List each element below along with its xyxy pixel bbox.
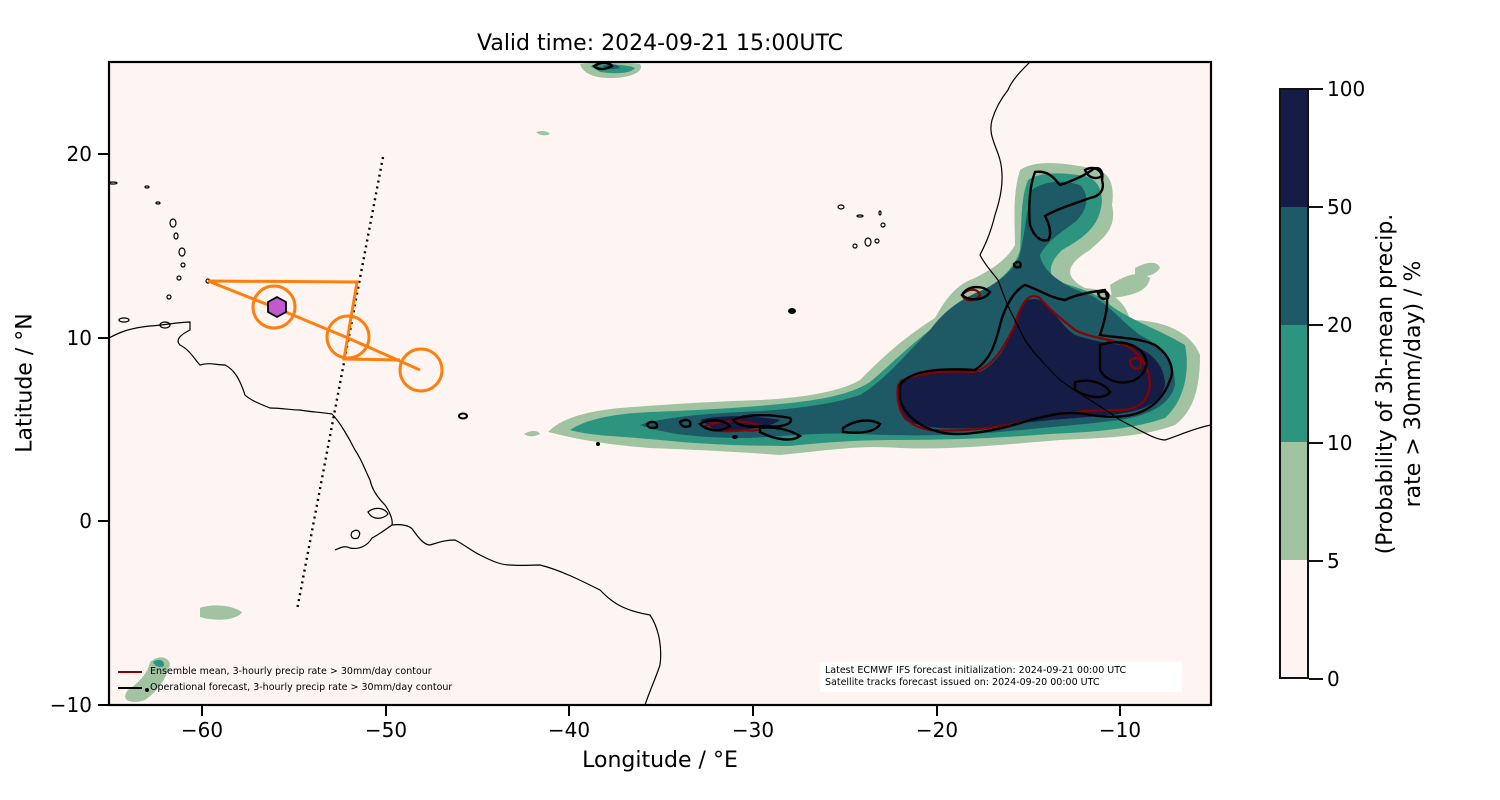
x-tick-label: −30 [731, 718, 775, 742]
plot-title: Valid time: 2024-09-21 15:00UTC [477, 31, 843, 56]
colorbar-tick [1309, 678, 1323, 680]
x-tick-label: −10 [1098, 718, 1142, 742]
legend-line-red-icon [118, 670, 142, 674]
colorbar [1279, 88, 1309, 679]
axes-frame [107, 60, 1213, 707]
x-tick-label: −40 [547, 718, 591, 742]
y-tick-label: −10 [49, 693, 92, 717]
legend-line-black-icon [118, 686, 142, 690]
colorbar-title-line1: (Probability of 3h-mean precip. [1373, 213, 1398, 555]
satellite-track [295, 156, 385, 611]
x-axis-label: Longitude / °E [582, 748, 738, 773]
colorbar-segment-50-100 [1281, 90, 1307, 208]
colorbar-tick-label: 0 [1327, 667, 1340, 691]
small-precip-dots [145, 308, 796, 692]
colorbar-tick-label: 5 [1327, 549, 1340, 573]
colorbar-tick-label: 10 [1327, 431, 1353, 455]
legend-label: Operational forecast, 3-hourly precip ra… [150, 682, 453, 693]
x-tick-label: −20 [915, 718, 959, 742]
y-tick-marks [98, 153, 109, 706]
satellite-issue-text: Satellite tracks forecast issued on: 202… [825, 677, 1100, 688]
x-tick-marks [201, 705, 1121, 716]
storm-position-hexagon-icon [267, 295, 287, 319]
x-tick-label: −50 [364, 718, 408, 742]
colorbar-tick-label: 100 [1327, 77, 1366, 101]
legend-item-ensemble: Ensemble mean, 3-hourly precip rate > 30… [114, 664, 452, 680]
x-tick-label: −60 [180, 718, 224, 742]
y-axis-label: Latitude / °N [12, 313, 38, 453]
colorbar-segment-0-5 [1281, 559, 1307, 678]
operational-forecast-contour [592, 62, 1174, 441]
colorbar-segment-10-20 [1281, 324, 1307, 443]
colorbar-tick [1309, 442, 1323, 444]
legend: Ensemble mean, 3-hourly precip rate > 30… [114, 664, 452, 696]
colorbar-tick-label: 20 [1327, 313, 1353, 337]
forecast-info-box: Latest ECMWF IFS forecast initialization… [820, 662, 1182, 692]
colorbar-title-line2: rate > 30mm/day) / % [1401, 260, 1426, 508]
storm-track [207, 279, 444, 393]
forecast-init-text: Latest ECMWF IFS forecast initialization… [825, 665, 1127, 676]
y-tick-label: 20 [66, 142, 92, 166]
y-tick-label: 10 [66, 326, 92, 350]
legend-item-operational: Operational forecast, 3-hourly precip ra… [114, 680, 452, 696]
colorbar-segment-5-10 [1281, 442, 1307, 560]
colorbar-tick [1309, 206, 1323, 208]
colorbar-title: (Probability of 3h-mean precip. rate > 3… [1372, 214, 1428, 555]
colorbar-tick [1309, 88, 1323, 90]
colorbar-tick [1309, 324, 1323, 326]
colorbar-tick-label: 50 [1327, 195, 1353, 219]
y-tick-label: 0 [79, 509, 92, 533]
coastlines [109, 62, 1211, 705]
legend-label: Ensemble mean, 3-hourly precip rate > 30… [150, 666, 432, 677]
small-contour [458, 412, 468, 420]
colorbar-tick [1309, 560, 1323, 562]
colorbar-segment-20-50 [1281, 207, 1307, 325]
